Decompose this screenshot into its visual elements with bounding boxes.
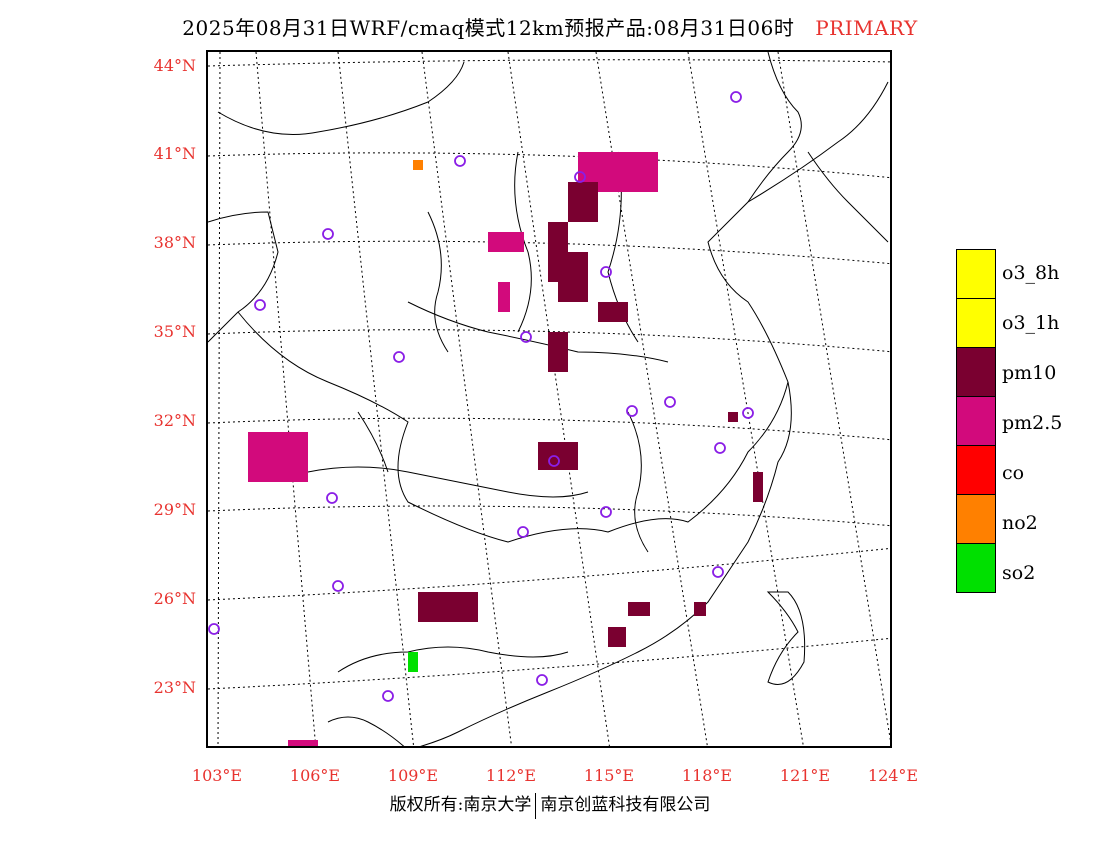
lon-label-106: 106°E bbox=[289, 766, 341, 785]
lon-label-118: 118°E bbox=[681, 766, 733, 785]
lat-label-44: 44°N bbox=[153, 56, 196, 75]
lon-label-109: 109°E bbox=[387, 766, 439, 785]
lat-label-38: 38°N bbox=[153, 233, 196, 252]
graticule bbox=[208, 52, 890, 746]
pollutant-cells bbox=[248, 152, 763, 746]
primary-tag: PRIMARY bbox=[815, 16, 918, 40]
legend-swatch-pm25 bbox=[956, 396, 996, 446]
legend-label-so2: so2 bbox=[1002, 562, 1036, 584]
legend-swatch-so2 bbox=[956, 543, 996, 593]
map-title: 2025年08月31日WRF/cmaq模式12km预报产品:08月31日06时 … bbox=[0, 12, 1100, 41]
footer-divider bbox=[535, 792, 537, 819]
legend-label-no2: no2 bbox=[1002, 512, 1038, 534]
lon-label-124: 124°E bbox=[867, 766, 919, 785]
legend-swatch-pm10 bbox=[956, 347, 996, 397]
legend-swatch-no2 bbox=[956, 494, 996, 544]
lon-label-103: 103°E bbox=[191, 766, 243, 785]
legend-swatch-o3-1h bbox=[956, 298, 996, 348]
copyright-company: 南京创蓝科技有限公司 bbox=[540, 795, 711, 815]
lat-label-26: 26°N bbox=[153, 589, 196, 608]
station-markers bbox=[208, 91, 754, 702]
lat-label-29: 29°N bbox=[153, 500, 196, 519]
lat-label-35: 35°N bbox=[153, 322, 196, 341]
legend-label-pm10: pm10 bbox=[1002, 362, 1057, 384]
lon-label-121: 121°E bbox=[779, 766, 831, 785]
copyright-footer: 版权所有:南京大学 南京创蓝科技有限公司 bbox=[0, 790, 1100, 819]
legend-label-o3-8h: o3_8h bbox=[1002, 262, 1060, 284]
legend-label-pm25: pm2.5 bbox=[1002, 412, 1063, 434]
lat-label-32: 32°N bbox=[153, 411, 196, 430]
legend-label-o3-1h: o3_1h bbox=[1002, 312, 1060, 334]
legend: o3_8h o3_1h pm10 pm2.5 co no2 so2 bbox=[956, 249, 1062, 593]
lat-label-41: 41°N bbox=[153, 144, 196, 163]
legend-label-co: co bbox=[1002, 462, 1025, 484]
boundaries bbox=[208, 52, 889, 746]
map-title-main: 2025年08月31日WRF/cmaq模式12km预报产品:08月31日06时 bbox=[182, 16, 795, 40]
legend-swatch-o3-8h bbox=[956, 249, 996, 299]
map-panel[interactable] bbox=[206, 50, 892, 748]
map-svg bbox=[208, 52, 890, 746]
copyright-owner: 版权所有:南京大学 bbox=[389, 795, 532, 815]
lon-label-112: 112°E bbox=[485, 766, 537, 785]
legend-swatch-co bbox=[956, 445, 996, 495]
lat-label-23: 23°N bbox=[153, 678, 196, 697]
lon-label-115: 115°E bbox=[583, 766, 635, 785]
